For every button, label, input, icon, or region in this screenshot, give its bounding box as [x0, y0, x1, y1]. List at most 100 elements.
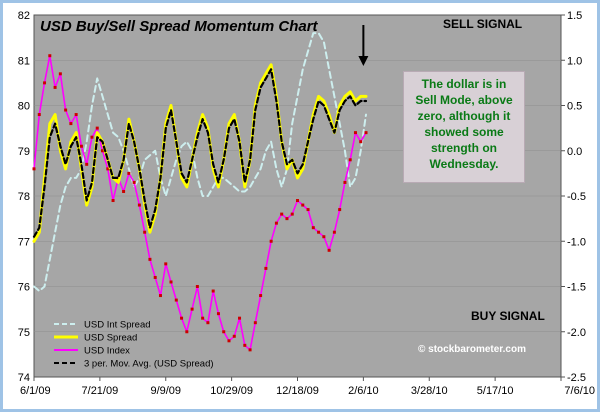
usd-index-point	[243, 343, 247, 347]
usd-index-point	[253, 321, 257, 325]
legend-label: USD Int Spread	[84, 320, 151, 331]
usd-index-point	[169, 280, 173, 284]
usd-index-point	[206, 321, 210, 325]
right-tick-label: -2.0	[567, 327, 586, 339]
usd-index-point	[58, 72, 62, 76]
left-tick-label: 76	[18, 282, 30, 294]
x-tick-label: 9/9/09	[150, 385, 181, 397]
usd-index-point	[332, 230, 336, 234]
usd-index-point	[290, 212, 294, 216]
right-tick-label: -0.5	[567, 191, 586, 203]
usd-index-point	[195, 285, 199, 288]
usd-index-point	[232, 334, 236, 338]
x-tick-label: 5/17/10	[477, 385, 514, 397]
usd-index-point	[106, 167, 110, 171]
usd-index-point	[301, 203, 305, 207]
usd-index-point	[248, 348, 252, 352]
sell-arrow-icon	[358, 25, 369, 66]
right-axis-ticks: 1.5 1.0 0.5 0.0 -0.5 -1.0 -1.5 -2.0 -2.5	[561, 10, 586, 384]
right-tick-label: 1.0	[567, 55, 582, 67]
left-tick-label: 80	[18, 101, 30, 113]
right-tick-label: -2.5	[567, 372, 586, 384]
usd-index-point	[127, 171, 131, 175]
x-tick-label: 7/6/10	[564, 385, 595, 397]
usd-index-point	[238, 316, 242, 320]
usd-index-point	[180, 316, 184, 320]
usd-index-point	[322, 235, 326, 239]
x-tick-label: 3/28/10	[411, 385, 448, 397]
usd-index-point	[359, 140, 363, 144]
right-tick-label: -1.0	[567, 236, 586, 248]
usd-index-point	[343, 180, 347, 184]
usd-index-point	[43, 81, 47, 85]
x-tick-label: 10/29/09	[210, 385, 253, 397]
usd-index-point	[90, 135, 94, 139]
legend-label: USD Index	[84, 346, 130, 357]
usd-index-point	[37, 113, 41, 117]
x-tick-label: 7/21/09	[82, 385, 119, 397]
left-tick-label: 78	[18, 191, 30, 203]
usd-index-point	[185, 330, 189, 334]
legend: USD Int Spread USD Spread USD Index 3 per. …	[54, 320, 214, 370]
x-tick-label: 2/6/10	[348, 385, 379, 397]
usd-index-point	[190, 307, 194, 311]
series-usd-index	[33, 54, 367, 351]
usd-index-point	[269, 239, 273, 243]
usd-index-point	[211, 289, 215, 293]
usd-index-point	[306, 208, 310, 212]
right-tick-label: 0.0	[567, 146, 582, 158]
usd-index-point	[95, 126, 99, 130]
usd-index-point	[280, 212, 284, 216]
left-tick-label: 75	[18, 327, 30, 339]
usd-index-point	[64, 108, 68, 112]
x-tick-label: 6/1/09	[20, 385, 51, 397]
usd-index-point	[264, 266, 268, 270]
right-tick-label: -1.5	[567, 282, 586, 294]
usd-index-point	[364, 131, 368, 135]
usd-index-point	[201, 316, 205, 320]
usd-index-point	[227, 339, 231, 343]
chart-title: USD Buy/Sell Spread Momentum Chart	[40, 18, 319, 35]
usd-index-point	[69, 122, 73, 126]
watermark: © stockbarometer.com	[418, 344, 526, 355]
annotation-note: The dollar is in Sell Mode, above zero, …	[403, 71, 525, 183]
usd-index-point	[137, 203, 141, 207]
usd-index-point	[158, 294, 162, 298]
usd-index-point	[317, 230, 321, 234]
usd-index-point	[132, 180, 136, 184]
usd-index-point	[111, 199, 115, 203]
usd-index-point	[143, 230, 147, 234]
left-axis-ticks: 74 75 76 77 78 79 80 81 82	[18, 10, 30, 384]
usd-index-point	[32, 167, 36, 171]
usd-index-point	[174, 298, 178, 302]
usd-index-point	[285, 217, 289, 221]
usd-index-point	[311, 226, 315, 230]
usd-index-point	[338, 208, 342, 212]
usd-index-point	[222, 330, 226, 334]
left-tick-label: 79	[18, 146, 30, 158]
legend-label: 3 per. Mov. Avg. (USD Spread)	[84, 359, 214, 370]
usd-index-point	[101, 149, 105, 153]
series-3-per-mov-avg-usd-spread	[32, 68, 368, 238]
buy-signal-label: BUY SIGNAL	[471, 309, 545, 323]
arrow-head	[358, 56, 369, 66]
usd-index-point	[274, 221, 278, 225]
usd-index-point	[353, 131, 357, 135]
usd-index-point	[348, 158, 352, 162]
usd-index-point	[74, 113, 78, 117]
usd-index-point	[85, 162, 89, 166]
left-tick-label: 82	[18, 10, 30, 22]
series-layer	[32, 32, 368, 352]
usd-index-point	[153, 275, 157, 279]
right-tick-label: 1.5	[567, 10, 582, 22]
usd-index-point	[122, 189, 126, 193]
legend-label: USD Spread	[84, 333, 137, 344]
x-axis-ticks: 6/1/09 7/21/09 9/9/09 10/29/09 12/18/09 2/6/1…	[20, 377, 595, 397]
left-tick-label: 77	[18, 236, 30, 248]
series-usd-int-spread	[33, 32, 367, 292]
usd-index-point	[148, 257, 152, 261]
sell-signal-label: SELL SIGNAL	[443, 17, 522, 31]
usd-index-point	[259, 294, 263, 298]
usd-index-point	[327, 248, 331, 252]
